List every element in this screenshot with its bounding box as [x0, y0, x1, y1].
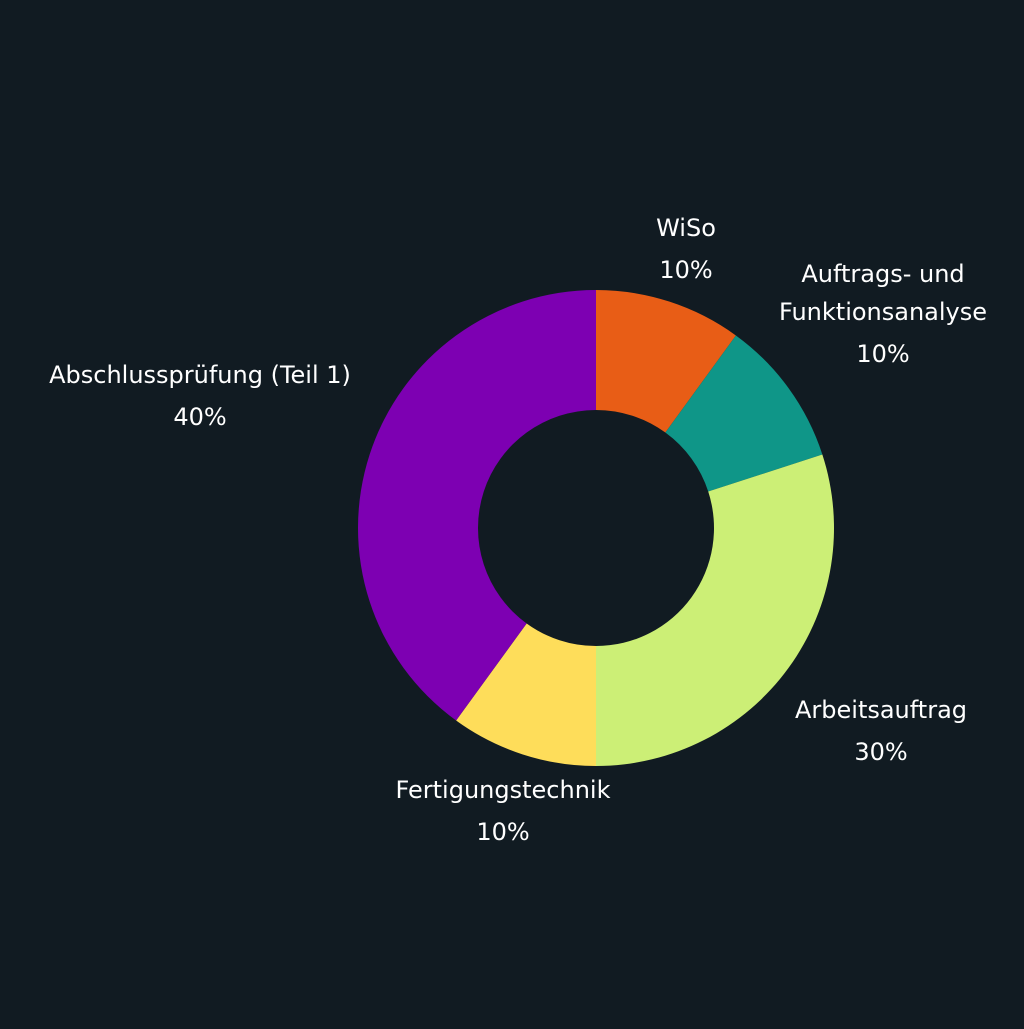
label-group: WiSo 10% Auftrags- und Funktionsanalyse 10%A… [49, 214, 987, 846]
slice-label: Abschlussprüfung (Teil 1) 40% [49, 361, 351, 431]
slice-value-label: 30% [854, 738, 907, 766]
slice-fertigungstechnik [456, 623, 596, 766]
slice-label: Fertigungstechnik 10% [396, 776, 611, 846]
slice-group [358, 290, 834, 766]
slice-label-line: Fertigungstechnik [396, 776, 611, 804]
slice-value-label: 40% [173, 403, 226, 431]
slice-label-line: WiSo [656, 214, 716, 242]
slice-label: Auftrags- und Funktionsanalyse 10% [779, 260, 987, 368]
slice-auftrags-und-funktionsanalyse [665, 335, 823, 492]
slice-value-label: 10% [476, 818, 529, 846]
slice-label-line: Funktionsanalyse [779, 298, 987, 326]
slice-label-line: Abschlussprüfung (Teil 1) [49, 361, 351, 389]
slice-label: WiSo 10% [656, 214, 716, 284]
slice-abschlussprüfung-teil-1 [358, 290, 596, 721]
slice-label-line: Arbeitsauftrag [795, 696, 967, 724]
slice-value-label: 10% [659, 256, 712, 284]
slice-wiso [596, 290, 736, 433]
slice-label-line: Auftrags- und [801, 260, 964, 288]
slice-arbeitsauftrag [596, 454, 834, 766]
slice-value-label: 10% [856, 340, 909, 368]
slice-label: Arbeitsauftrag 30% [795, 696, 967, 766]
